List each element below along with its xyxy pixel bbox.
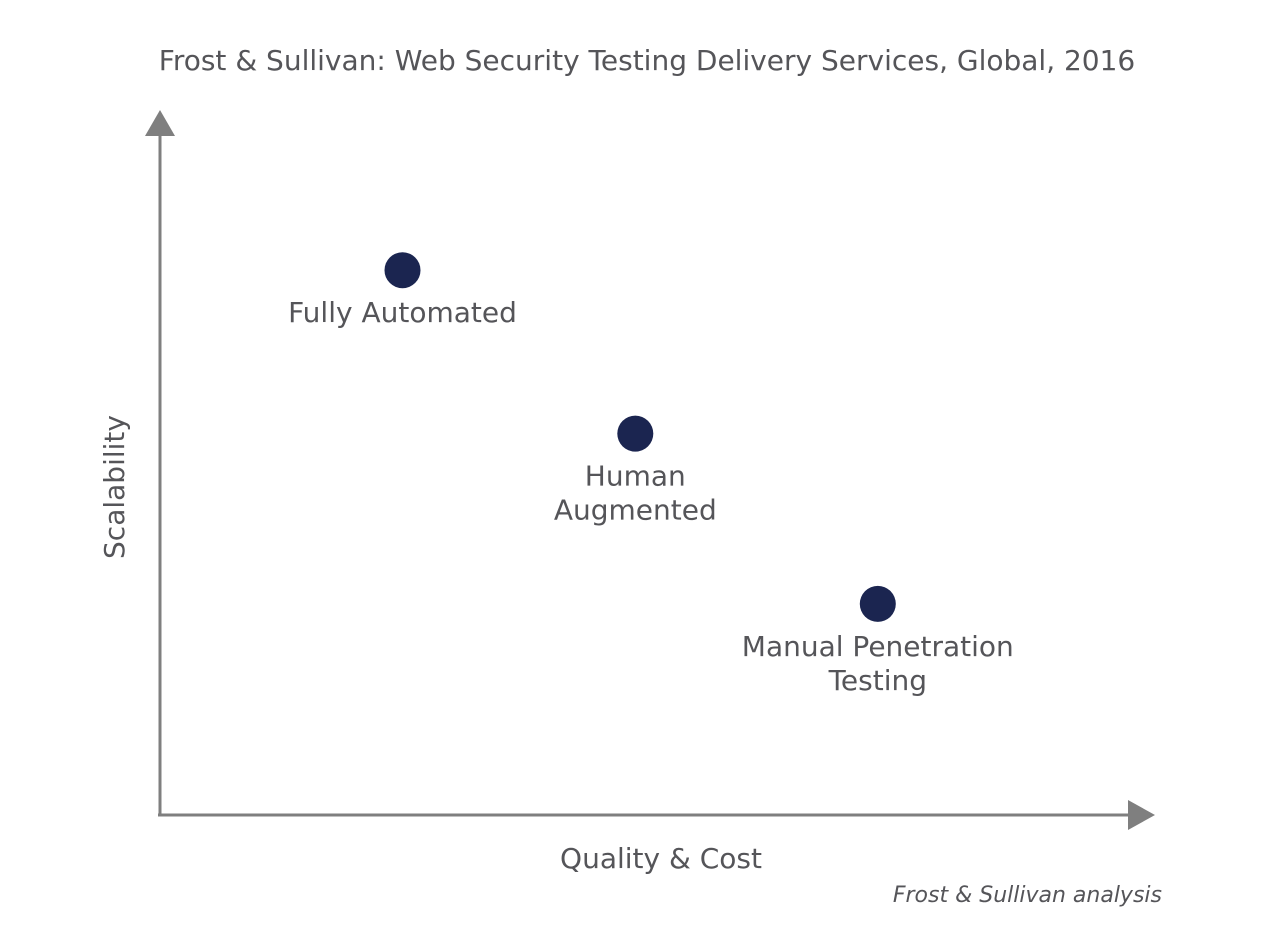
data-point-2 [617,415,654,452]
y-axis-label: Scalability [98,415,131,559]
data-point-3 [859,585,896,622]
source-note: Frost & Sullivan analysis [893,883,1162,908]
data-point-label: Manual Penetration [742,630,1014,663]
chart-title: Frost & Sullivan: Web Security Testing D… [159,44,1136,77]
data-point-label: Testing [828,664,927,697]
y-axis-arrowhead [145,110,175,136]
x-axis-arrowhead [1128,800,1155,830]
data-point-label: Augmented [554,494,717,527]
data-point-label: Fully Automated [288,296,517,329]
data-point-label: Human [585,460,686,493]
x-axis-label: Quality & Cost [560,842,762,875]
data-point-1 [384,252,421,289]
